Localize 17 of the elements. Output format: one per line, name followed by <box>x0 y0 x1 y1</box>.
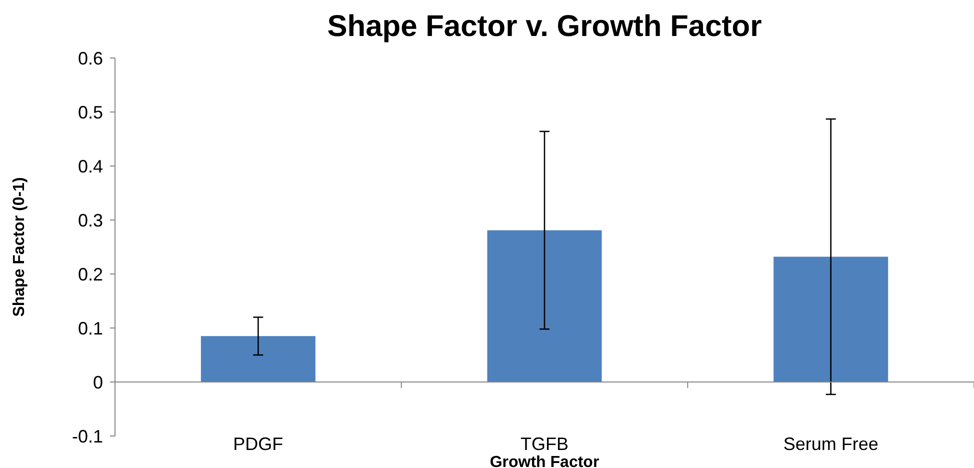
y-tick-label: 0.3 <box>78 210 103 230</box>
y-tick-label: -0.1 <box>72 426 103 446</box>
x-axis-title: Growth Factor <box>490 454 600 468</box>
y-tick-label: 0.1 <box>78 318 103 338</box>
y-tick-label: 0.4 <box>78 156 103 176</box>
x-tick-label: Serum Free <box>783 434 878 454</box>
y-tick-label: 0.6 <box>78 48 103 68</box>
x-tick-label: PDGF <box>233 434 284 454</box>
bar <box>487 230 602 382</box>
y-tick-label: 0.5 <box>78 102 103 122</box>
y-axis-title: Shape Factor (0-1) <box>11 177 28 317</box>
y-tick-label: 0.2 <box>78 264 103 284</box>
bar <box>774 256 888 382</box>
bar <box>200 336 316 382</box>
x-tick-label: TGFB <box>520 434 568 454</box>
chart-title: Shape Factor v. Growth Factor <box>327 10 762 43</box>
y-tick-label: 0 <box>92 372 103 392</box>
